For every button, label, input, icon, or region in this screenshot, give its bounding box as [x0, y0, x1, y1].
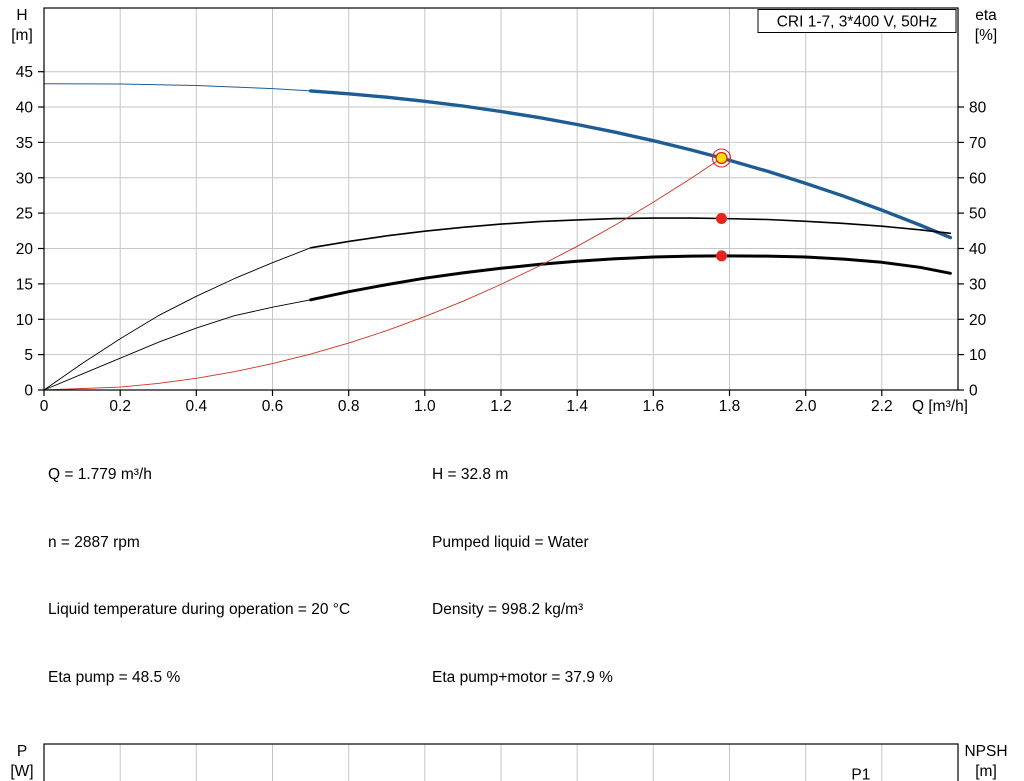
duty-point-ring: [711, 148, 732, 168]
series-label-P1: P1: [851, 766, 870, 781]
x-tick-label: 1.2: [490, 398, 512, 414]
left-tick-label: 45: [16, 64, 33, 81]
eta-total-point: [716, 250, 727, 262]
pump-title: CRI 1-7, 3*400 V, 50Hz: [777, 14, 938, 31]
duty-pumped-liquid-text: Pumped liquid = Water: [432, 533, 589, 551]
x-tick-label: 0.8: [338, 398, 360, 414]
x-tick-label: 1.0: [414, 398, 436, 414]
duty-eta-pump-text: Eta pump = 48.5 %: [48, 668, 181, 686]
right-axis-label-line2: [%]: [975, 27, 997, 44]
x-tick-label: 2.2: [871, 398, 893, 414]
left-tick-label: 40: [16, 100, 34, 117]
eta-total-curve: [309, 254, 952, 302]
duty-info-right-column: H = 32.8 m Pumped liquid = Water Density…: [432, 419, 613, 734]
duty-density-text: Density = 998.2 kg/m³: [432, 601, 584, 618]
system-curve: [43, 157, 722, 391]
duty-speed-text: n = 2887 rpm: [48, 533, 140, 551]
hq-curve-extension: [43, 83, 312, 92]
hq-eta-chart: 0 5 10 15 20 25 30 35 40 45 0 10 20 30 40 50 60 70 80 0 0.2 0…: [11, 7, 997, 414]
left-tick-label: 25: [16, 206, 33, 223]
x-tick-label: 0.4: [186, 398, 208, 414]
left-axis-label-line2: [m]: [11, 27, 33, 44]
x-tick-label: 0: [40, 398, 49, 414]
duty-head-text: H = 32.8 m: [432, 466, 509, 483]
right-axis-label-line1: eta: [975, 7, 997, 24]
right-axis-label-line1: NPSH: [964, 743, 1007, 760]
duty-point: [715, 151, 728, 165]
duty-info-block: Q = 1.779 m³/h n = 2887 rpm Liquid tempe…: [48, 419, 1024, 734]
hq-curve: [308, 89, 953, 240]
right-tick-label: 30: [969, 276, 987, 293]
duty-eta-total-text: Eta pump+motor = 37.9 %: [432, 668, 613, 686]
power-npsh-chart: 010020030040001234P[W]NPSH[m]P1P2: [10, 743, 1008, 781]
duty-flow-text: Q = 1.779 m³/h: [48, 466, 152, 483]
right-tick-label: 10: [969, 347, 987, 364]
left-axis-label-line2: [W]: [10, 763, 33, 780]
duty-info-left-column: Q = 1.779 m³/h n = 2887 rpm Liquid tempe…: [48, 419, 432, 734]
x-tick-label: 1.4: [566, 398, 588, 414]
x-tick-label: 2.0: [795, 398, 817, 414]
right-tick-label: 60: [969, 170, 987, 187]
right-axis-label-line2: [m]: [975, 763, 997, 780]
x-axis-label: Q [m³/h]: [912, 398, 968, 414]
right-tick-label: 70: [969, 135, 987, 152]
title-box: [757, 9, 957, 33]
left-axis-label-line1: P: [17, 743, 27, 760]
plot-border: [43, 743, 959, 781]
left-tick-label: 15: [16, 276, 33, 293]
eta-pump-extension: [43, 247, 312, 391]
left-tick-label: 20: [16, 241, 34, 258]
right-tick-label: 50: [969, 206, 987, 223]
x-tick-label: 1.6: [643, 398, 665, 414]
left-tick-label: 0: [24, 383, 33, 400]
x-tick-label: 1.8: [719, 398, 741, 414]
left-tick-label: 30: [16, 170, 34, 187]
right-tick-label: 80: [969, 100, 987, 117]
right-tick-label: 40: [969, 241, 987, 258]
duty-liquid-temp-text: Liquid temperature during operation = 20…: [48, 601, 351, 618]
eta-pump-point: [716, 213, 727, 224]
left-axis-label-line1: H: [16, 7, 27, 24]
left-tick-label: 35: [16, 135, 33, 152]
x-tick-label: 0.2: [109, 398, 131, 414]
eta-total-extension: [43, 299, 312, 391]
left-tick-label: 5: [24, 347, 33, 364]
right-tick-label: 20: [969, 312, 987, 329]
eta-pump-curve: [309, 217, 952, 249]
right-tick-label: 0: [969, 383, 978, 400]
x-tick-label: 0.6: [262, 398, 284, 414]
left-tick-label: 10: [16, 312, 34, 329]
